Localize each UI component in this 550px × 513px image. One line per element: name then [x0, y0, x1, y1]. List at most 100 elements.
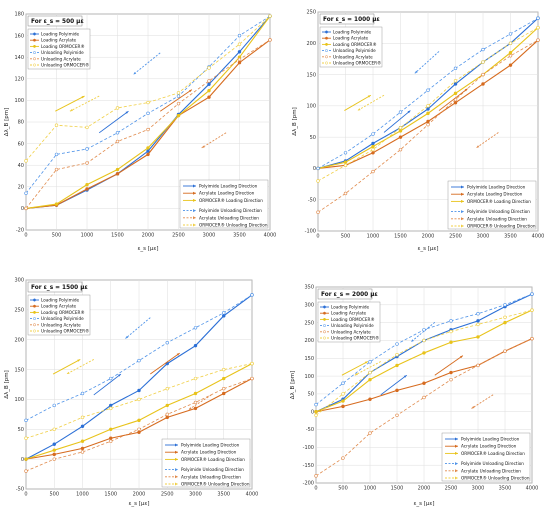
legend-entry: Unloading ORMOCER®: [331, 336, 379, 341]
arrow-head: [118, 374, 121, 377]
legend-entry: Loading Acrylate: [331, 311, 367, 316]
data-point: [176, 113, 181, 118]
data-point: [476, 312, 480, 316]
legend-marker: [33, 44, 36, 48]
series-line-4: [25, 294, 253, 421]
x-axis-label: ε_s [με]: [417, 246, 438, 252]
direction-arrow: [354, 361, 382, 376]
data-point: [165, 341, 169, 345]
x-tick-label: 3500: [217, 492, 230, 498]
data-point: [137, 358, 141, 363]
data-point: [426, 122, 430, 127]
data-point: [503, 303, 507, 307]
data-point: [54, 123, 59, 127]
data-point: [426, 111, 430, 116]
data-point: [52, 442, 56, 446]
chart-title: For ε_s = 1000 με: [323, 17, 380, 23]
direction-arrow: [476, 132, 499, 149]
data-point: [449, 370, 453, 375]
data-point: [341, 404, 345, 409]
data-point: [193, 406, 198, 411]
title-box: [319, 13, 375, 25]
y-tick-label: 200: [14, 337, 24, 343]
legend-marker: [325, 49, 328, 53]
data-point: [314, 410, 318, 414]
legend-entry: Loading ORMOCER®: [41, 44, 85, 49]
data-point: [371, 151, 375, 155]
direction-legend-arrowhead: [455, 469, 458, 473]
y-tick-label: 200: [306, 41, 316, 47]
direction-legend-entry: Polyimide Loading Direction: [461, 437, 520, 442]
legend-marker: [323, 330, 326, 334]
direction-legend-arrowhead: [193, 209, 196, 213]
x-tick-label: 2500: [445, 486, 458, 492]
data-point: [395, 388, 399, 393]
x-tick-label: 3500: [499, 486, 512, 492]
arrow-head: [188, 89, 192, 93]
data-point: [426, 88, 430, 92]
y-tick-label: 250: [306, 10, 316, 16]
data-point: [137, 430, 141, 434]
data-point: [80, 424, 85, 428]
x-tick-label: 1500: [394, 234, 407, 240]
y-tick-label: 0: [313, 166, 316, 172]
legend-marker: [325, 42, 328, 46]
data-point: [193, 326, 198, 330]
data-point: [536, 38, 540, 42]
data-point: [80, 415, 85, 420]
legend-marker: [33, 298, 36, 302]
data-point: [176, 91, 181, 95]
x-tick-label: 0: [316, 234, 319, 240]
direction-legend-entry: Polyimide Unloading Direction: [467, 209, 530, 214]
x-tick-label: 1500: [391, 486, 404, 492]
direction-legend-entry: Polyimide Loading Direction: [467, 185, 526, 190]
legend-marker: [33, 38, 36, 42]
data-point: [193, 376, 198, 381]
y-tick-label: 300: [14, 278, 24, 284]
arrow-head: [77, 359, 81, 362]
data-point: [52, 452, 56, 457]
data-point: [422, 338, 426, 343]
data-point: [222, 311, 226, 315]
data-point: [146, 100, 150, 105]
data-point: [52, 403, 56, 408]
arrow-head: [471, 406, 475, 409]
x-tick-label: 1000: [367, 234, 380, 240]
y-tick-label: 250: [14, 308, 24, 314]
data-point: [476, 319, 480, 323]
direction-legend-entry: ORMOCER® Loading Direction: [467, 199, 531, 204]
data-point: [508, 50, 513, 55]
legend-marker: [323, 317, 326, 321]
data-point: [341, 381, 345, 385]
data-point: [137, 427, 141, 431]
legend-marker: [325, 61, 328, 65]
data-point: [222, 367, 226, 372]
arrow-head: [476, 145, 480, 148]
direction-legend-arrowhead: [175, 482, 178, 486]
direction-legend-entry: ORMOCER® Unloading Direction: [199, 223, 268, 228]
data-point: [449, 329, 453, 334]
y-axis-label: Δλ_B [pm]: [4, 370, 10, 398]
direction-legend-arrowhead: [193, 223, 196, 227]
direction-legend-arrowhead: [193, 191, 196, 195]
y-tick-label: -50: [306, 427, 314, 433]
data-point: [115, 172, 120, 176]
data-point: [476, 335, 480, 339]
data-point: [368, 431, 372, 435]
direction-legend-arrowhead: [193, 198, 196, 202]
data-point: [85, 125, 89, 130]
direction-legend-arrowhead: [175, 475, 178, 479]
y-tick-label: 300: [304, 303, 314, 309]
data-point: [371, 132, 375, 136]
data-point: [530, 292, 534, 296]
x-tick-label: 3500: [233, 233, 246, 239]
direction-legend-arrowhead: [461, 217, 464, 221]
x-tick-label: 3000: [472, 486, 485, 492]
arrow-head: [403, 375, 407, 378]
title-box: [27, 15, 83, 27]
direction-legend-box: [179, 179, 269, 229]
data-point: [314, 402, 318, 407]
data-point: [146, 111, 150, 116]
data-point: [449, 340, 453, 344]
